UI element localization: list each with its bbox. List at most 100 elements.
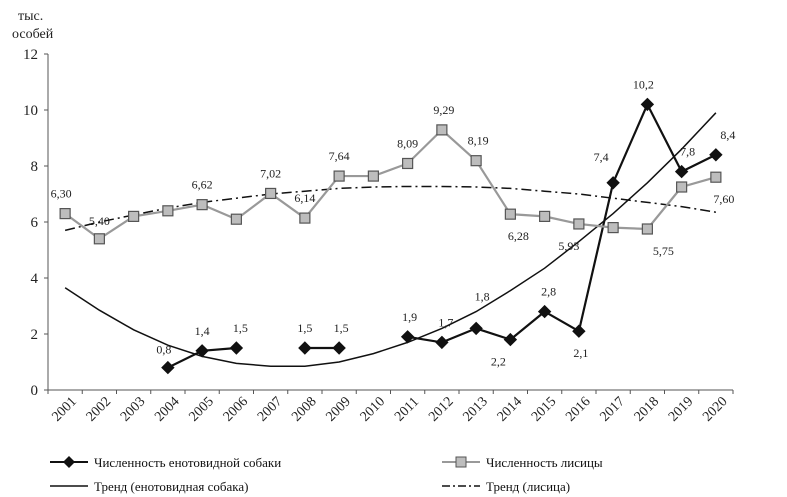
x-tick-label: 2016	[563, 394, 593, 424]
x-tick-label: 2002	[84, 394, 114, 424]
data-label-raccoon-dog: 2,1	[573, 346, 588, 360]
data-label-fox: 7,02	[260, 166, 281, 180]
y-axis-label-line1: тыс.	[18, 9, 43, 24]
series-line-fox	[64, 128, 717, 241]
y-axis-label: тыс. особей	[12, 9, 54, 42]
data-point-fox	[504, 208, 516, 220]
legend-label: Численность енотовидной собаки	[94, 455, 281, 470]
legend: Численность енотовидной собаки Численност…	[50, 455, 603, 494]
data-point-fox	[196, 199, 208, 211]
trend-line-raccoon-dog	[64, 112, 717, 367]
x-tick-label: 2006	[221, 394, 251, 424]
data-point-fox	[128, 210, 140, 222]
x-tick-label: 2001	[49, 394, 79, 424]
legend-trend-raccoon-dog: Тренд (енотовидная собака)	[50, 479, 248, 494]
legend-label: Тренд (лисица)	[486, 479, 570, 494]
x-tick-label: 2007	[255, 394, 285, 424]
series-line-raccoon-dog	[407, 101, 717, 344]
x-tick-label: 2009	[323, 394, 353, 424]
data-point-raccoon-dog	[674, 164, 689, 179]
data-point-raccoon-dog	[606, 176, 620, 190]
data-label-fox: 5,40	[89, 214, 110, 228]
data-point-raccoon-dog	[709, 148, 723, 162]
data-label-raccoon-dog: 2,8	[541, 285, 556, 299]
legend-raccoon-dog: Численность енотовидной собаки	[50, 455, 281, 470]
data-label-raccoon-dog: 1,5	[233, 321, 248, 335]
data-point-fox	[367, 170, 379, 182]
y-axis-label-line2: особей	[12, 27, 54, 42]
y-ticks: 0 2 4 6 8 10 12	[23, 47, 48, 399]
data-point-raccoon-dog	[229, 341, 244, 355]
y-tick-label: 12	[23, 47, 38, 63]
data-point-raccoon-dog	[503, 332, 518, 347]
data-point-fox	[93, 233, 105, 245]
data-point-fox	[230, 213, 242, 225]
data-label-fox: 6,62	[192, 178, 213, 192]
legend-trend-fox: Тренд (лисица)	[442, 479, 570, 494]
y-tick-label: 6	[31, 215, 39, 231]
x-tick-label: 2017	[597, 394, 627, 424]
x-tick-label: 2011	[392, 395, 422, 425]
legend-marker	[63, 456, 75, 468]
y-tick-label: 2	[31, 327, 39, 343]
data-label-raccoon-dog: 2,2	[491, 355, 506, 369]
data-point-fox	[265, 187, 277, 200]
x-tick-label: 2014	[495, 394, 525, 424]
x-tick-label: 2004	[152, 394, 182, 424]
data-label-raccoon-dog: 10,2	[633, 77, 654, 91]
legend-label: Численность лисицы	[486, 455, 603, 470]
x-tick-label: 2020	[700, 394, 730, 424]
data-point-fox	[573, 218, 585, 230]
data-label-fox: 6,28	[508, 229, 529, 243]
x-tick-label: 2013	[460, 394, 490, 424]
data-label-fox: 6,30	[51, 187, 72, 201]
data-point-raccoon-dog	[537, 304, 552, 319]
data-label-fox: 6,14	[294, 191, 315, 205]
data-point-fox	[299, 212, 311, 224]
data-label-raccoon-dog: 1,8	[475, 289, 490, 303]
data-point-fox	[641, 223, 653, 235]
data-point-fox	[162, 205, 174, 217]
x-tick-label: 2003	[118, 394, 148, 424]
x-tick-label: 2019	[666, 394, 696, 424]
x-tick-label: 2005	[186, 394, 216, 424]
data-label-raccoon-dog: 1,5	[297, 321, 312, 335]
data-label-fox: 8,09	[397, 136, 418, 150]
data-point-raccoon-dog	[161, 360, 175, 375]
x-tick-label: 2010	[358, 394, 388, 424]
data-label-fox: 7,60	[713, 192, 734, 206]
x-tick-label: 2008	[289, 394, 319, 424]
x-ticks: 2001 2002 2003 2004 2005 2006 2007 2008 2009 2010…	[47, 390, 734, 425]
data-point-fox	[402, 157, 414, 170]
data-label-fox: 5,93	[558, 239, 579, 253]
data-point-fox	[607, 222, 619, 234]
data-label-raccoon-dog: 1,7	[438, 315, 453, 329]
y-tick-label: 4	[31, 271, 39, 287]
data-point-fox	[539, 210, 551, 222]
data-point-fox	[333, 170, 345, 182]
trend-lines	[64, 112, 717, 367]
x-tick-label: 2012	[426, 394, 456, 424]
data-point-fox	[59, 208, 71, 220]
data-label-raccoon-dog: 8,4	[720, 128, 735, 142]
data-point-raccoon-dog	[400, 330, 415, 344]
data-label-raccoon-dog: 1,9	[402, 310, 417, 324]
data-point-raccoon-dog	[469, 321, 483, 336]
legend-label: Тренд (енотовидная собака)	[94, 479, 248, 494]
data-point-fox	[436, 124, 448, 136]
data-point-raccoon-dog	[435, 335, 449, 350]
data-point-raccoon-dog	[640, 97, 655, 112]
y-tick-label: 10	[23, 103, 38, 119]
trend-line-fox	[64, 185, 716, 232]
data-label-raccoon-dog: 7,4	[594, 150, 609, 164]
x-tick-label: 2015	[529, 394, 559, 424]
legend-fox: Численность лисицы	[442, 455, 603, 470]
x-tick-label: 2018	[632, 394, 662, 424]
y-tick-label: 8	[31, 159, 39, 175]
data-point-raccoon-dog	[298, 341, 312, 355]
y-tick-label: 0	[31, 383, 39, 399]
data-point-raccoon-dog	[572, 324, 586, 338]
axes	[47, 54, 733, 391]
data-label-fox: 5,75	[653, 244, 674, 258]
legend-marker	[455, 456, 467, 468]
